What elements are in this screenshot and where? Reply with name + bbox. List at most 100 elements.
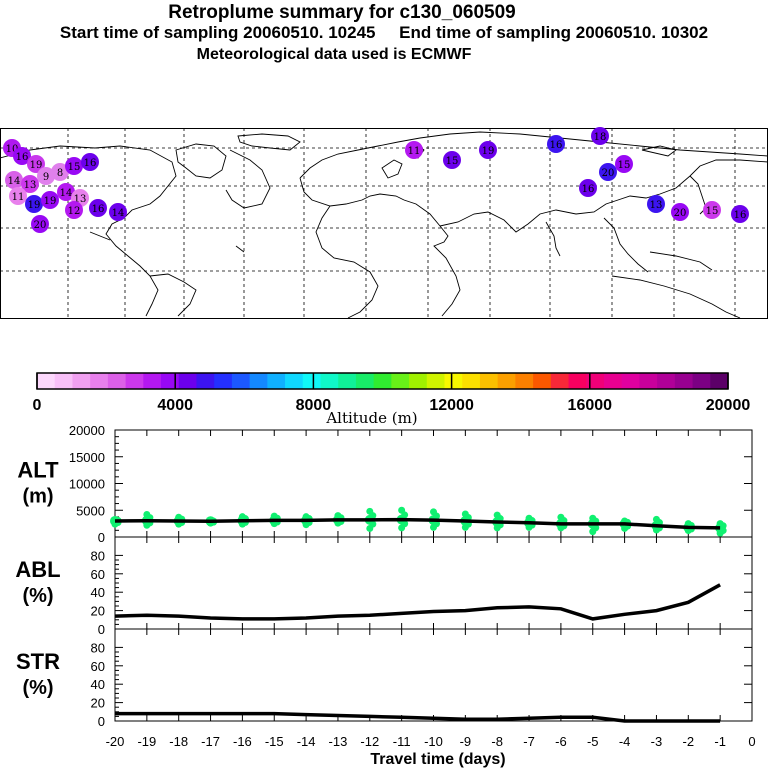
coastline xyxy=(299,177,405,207)
y-tick-label: 20 xyxy=(91,696,105,711)
colorbar-swatch xyxy=(355,373,375,389)
y-tick-label: 0 xyxy=(98,714,105,729)
x-tick-label: -4 xyxy=(619,734,631,749)
x-tick-label: -8 xyxy=(491,734,503,749)
marker-label: 8 xyxy=(57,168,63,179)
map-frame xyxy=(0,128,768,319)
coastline xyxy=(89,231,111,241)
colorbar-tick-label: 0 xyxy=(33,397,42,414)
marker-dot xyxy=(671,203,689,221)
colorbar-swatch xyxy=(302,373,321,389)
coastline xyxy=(611,275,741,319)
trajectory-marker: 20 xyxy=(31,215,49,233)
marker-label: 16 xyxy=(734,210,747,221)
marker-label: 11 xyxy=(12,192,25,203)
marker-label: 15 xyxy=(618,160,631,171)
trajectory-marker: 16 xyxy=(89,199,107,217)
alt-point xyxy=(716,529,724,537)
marker-dot xyxy=(25,195,43,213)
trajectory-marker: 13 xyxy=(647,195,665,213)
sampling-times: Start time of sampling 20060510. 10245 E… xyxy=(59,23,709,42)
panel-label: ABL xyxy=(15,557,60,582)
marker-dot xyxy=(27,155,45,173)
marker-dot xyxy=(443,151,461,169)
colorbar-swatch xyxy=(603,373,623,389)
colorbar-swatch xyxy=(54,373,73,389)
trajectory-marker: 15 xyxy=(703,201,721,219)
coastline xyxy=(649,251,713,271)
trajectory-marker: 20 xyxy=(671,203,689,221)
marker-label: 16 xyxy=(550,140,563,151)
coastline xyxy=(175,143,227,179)
colorbar-swatch xyxy=(90,373,109,389)
x-tick-label: -14 xyxy=(297,734,316,749)
trajectory-marker: 12 xyxy=(65,201,83,219)
trajectory-marker: 20 xyxy=(599,163,617,181)
colorbar-swatch xyxy=(550,373,570,389)
panel-abl xyxy=(114,536,753,630)
colorbar-label: Altitude (m) xyxy=(325,409,417,427)
panel-unit: (%) xyxy=(22,677,53,699)
colorbar-tick-label: 16000 xyxy=(568,397,613,414)
y-tick-label: 80 xyxy=(91,640,105,655)
coastline xyxy=(315,205,379,319)
y-tick-label: 10000 xyxy=(69,477,105,492)
x-tick-label: -19 xyxy=(137,734,156,749)
trajectory-marker: 11 xyxy=(405,141,423,159)
marker-label: 16 xyxy=(582,184,595,195)
marker-label: 16 xyxy=(84,158,97,169)
x-tick-label: -11 xyxy=(393,734,411,749)
marker-label: 19 xyxy=(482,146,495,157)
trajectory-marker: 9 xyxy=(37,167,55,185)
marker-label: 14 xyxy=(60,188,73,199)
x-tick-label: -6 xyxy=(555,734,567,749)
alt-point xyxy=(430,523,437,531)
colorbar-swatch xyxy=(320,373,339,389)
marker-label: 13 xyxy=(24,180,37,191)
colorbar-swatch xyxy=(621,373,640,389)
marker-dot xyxy=(65,201,83,219)
panel-label: STR xyxy=(16,649,60,674)
y-tick-label: 60 xyxy=(91,567,105,582)
colorbar-swatch xyxy=(72,373,91,389)
colorbar-swatch xyxy=(214,373,233,389)
marker-dot xyxy=(57,183,75,201)
y-tick-label: 15000 xyxy=(69,450,105,465)
marker-dot xyxy=(5,171,23,189)
colorbar-swatch xyxy=(568,373,587,389)
panel-unit: (m) xyxy=(22,486,53,508)
coastline xyxy=(439,159,768,233)
trajectory-marker: 15 xyxy=(65,157,83,175)
colorbar-swatch xyxy=(338,373,357,389)
alt-point xyxy=(398,524,406,532)
trajectory-marker: 16 xyxy=(81,153,99,171)
trajectory-marker: 14 xyxy=(109,203,127,221)
trajectory-marker: 16 xyxy=(547,135,565,153)
colorbar-swatch xyxy=(533,373,552,389)
x-tick-label: -10 xyxy=(424,734,443,749)
marker-dot xyxy=(21,175,39,193)
colorbar-swatch xyxy=(161,373,180,389)
marker-dot xyxy=(41,191,59,209)
coastline xyxy=(545,221,561,257)
alt-point xyxy=(366,524,374,532)
x-tick-label: -3 xyxy=(651,734,663,749)
trajectory-marker: 11 xyxy=(9,187,27,205)
marker-dot xyxy=(89,199,107,217)
marker-label: 14 xyxy=(112,208,125,219)
marker-label: 16 xyxy=(16,152,29,163)
coastline xyxy=(225,149,271,209)
trajectory-marker: 8 xyxy=(51,163,69,181)
colorbar-swatch xyxy=(657,373,676,389)
x-tick-label: -12 xyxy=(360,734,379,749)
alt-point xyxy=(652,526,660,534)
marker-label: 15 xyxy=(706,206,719,217)
x-tick-label: 0 xyxy=(748,734,755,749)
marker-label: 12 xyxy=(68,206,81,217)
panel-label: ALT xyxy=(17,458,59,483)
marker-label: 15 xyxy=(68,162,81,173)
coastline xyxy=(237,133,301,151)
marker-label: 20 xyxy=(674,208,687,219)
marker-dot xyxy=(479,141,497,159)
y-tick-label: 5000 xyxy=(76,503,105,518)
